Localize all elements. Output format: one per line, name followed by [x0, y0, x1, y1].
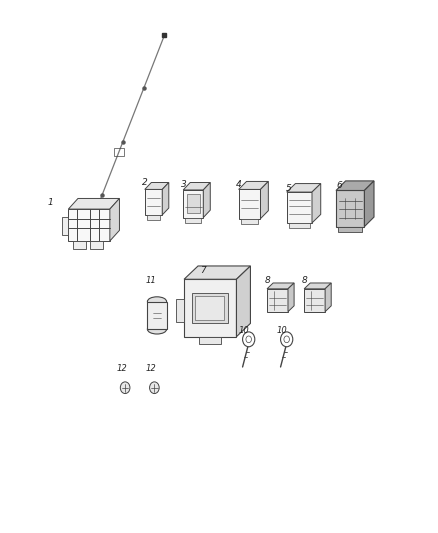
- Polygon shape: [195, 296, 224, 320]
- Polygon shape: [162, 182, 169, 215]
- Polygon shape: [287, 183, 321, 192]
- Polygon shape: [62, 217, 68, 235]
- Text: 2: 2: [142, 178, 148, 187]
- Polygon shape: [304, 283, 331, 289]
- Polygon shape: [192, 293, 228, 324]
- Polygon shape: [68, 209, 110, 241]
- Polygon shape: [336, 190, 364, 227]
- Polygon shape: [145, 182, 169, 189]
- Text: 8: 8: [302, 276, 308, 285]
- Polygon shape: [239, 189, 261, 219]
- Polygon shape: [267, 283, 294, 289]
- Polygon shape: [73, 241, 86, 249]
- Polygon shape: [185, 217, 201, 223]
- Polygon shape: [237, 266, 251, 337]
- Polygon shape: [241, 219, 258, 224]
- Polygon shape: [338, 227, 362, 232]
- Polygon shape: [288, 283, 294, 312]
- Text: 3: 3: [181, 180, 187, 189]
- Text: 12: 12: [146, 364, 157, 373]
- Polygon shape: [289, 223, 310, 228]
- Polygon shape: [176, 300, 184, 322]
- Polygon shape: [364, 181, 374, 227]
- Polygon shape: [184, 266, 251, 279]
- Polygon shape: [68, 198, 120, 209]
- Polygon shape: [336, 181, 374, 190]
- Text: 7: 7: [200, 266, 206, 275]
- Polygon shape: [187, 194, 200, 213]
- Text: 10: 10: [239, 326, 250, 335]
- Text: 10: 10: [277, 326, 288, 335]
- Text: 12: 12: [116, 364, 127, 373]
- Text: 5: 5: [286, 184, 291, 193]
- Polygon shape: [148, 302, 166, 329]
- Polygon shape: [239, 181, 268, 189]
- Polygon shape: [325, 283, 331, 312]
- Polygon shape: [304, 289, 325, 312]
- Text: 1: 1: [48, 198, 54, 207]
- Text: 8: 8: [265, 276, 271, 285]
- Polygon shape: [261, 181, 268, 219]
- Polygon shape: [203, 182, 210, 217]
- Polygon shape: [147, 215, 160, 220]
- Text: 11: 11: [145, 276, 156, 285]
- Polygon shape: [287, 192, 312, 223]
- Polygon shape: [267, 289, 288, 312]
- Polygon shape: [110, 198, 120, 241]
- Ellipse shape: [148, 325, 166, 334]
- Polygon shape: [199, 337, 221, 344]
- Circle shape: [150, 382, 159, 393]
- Polygon shape: [312, 183, 321, 223]
- Circle shape: [120, 382, 130, 393]
- Polygon shape: [145, 189, 162, 215]
- Ellipse shape: [148, 297, 166, 306]
- Text: 4: 4: [236, 180, 241, 189]
- Polygon shape: [183, 190, 203, 217]
- Polygon shape: [183, 182, 210, 190]
- Polygon shape: [90, 241, 103, 249]
- Text: 6: 6: [336, 181, 342, 190]
- Polygon shape: [184, 279, 237, 337]
